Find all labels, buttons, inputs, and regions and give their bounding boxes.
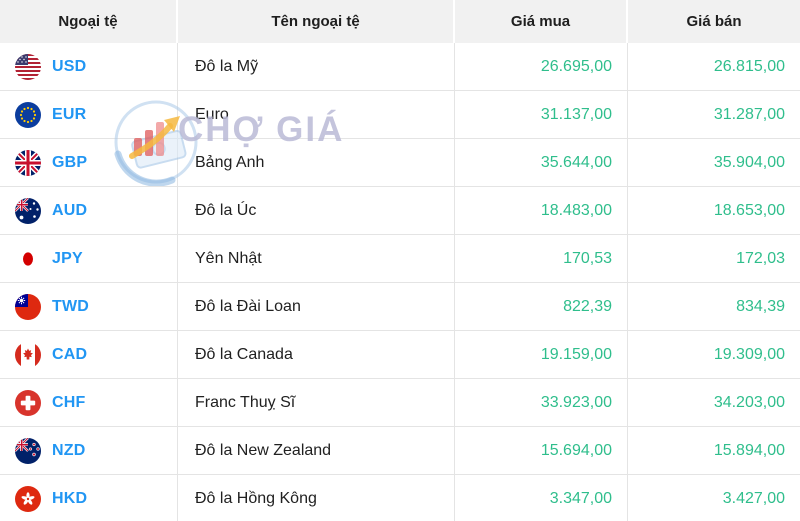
table-row-gbp: GBP Bảng Anh 35.644,00 35.904,00 — [0, 139, 800, 187]
currency-name: Đô la New Zealand — [178, 427, 455, 475]
buy-price: 19.159,00 — [455, 331, 628, 379]
currency-name: Euro — [178, 91, 455, 139]
sell-price: 19.309,00 — [628, 331, 800, 379]
column-header-name: Tên ngoại tệ — [178, 0, 455, 43]
currency-name: Đô la Mỹ — [178, 43, 455, 91]
currency-code-link-gbp[interactable]: GBP — [52, 153, 88, 171]
currency-code-link-chf[interactable]: CHF — [52, 393, 86, 411]
sell-price: 34.203,00 — [628, 379, 800, 427]
sell-price: 15.894,00 — [628, 427, 800, 475]
sell-price: 35.904,00 — [628, 139, 800, 187]
australia-flag-icon — [15, 197, 41, 224]
table-row-cad: CAD Đô la Canada 19.159,00 19.309,00 — [0, 331, 800, 379]
currency-code-link-hkd[interactable]: HKD — [52, 490, 88, 507]
uk-flag-icon — [15, 149, 41, 176]
taiwan-flag-icon — [15, 293, 41, 320]
table-row-nzd: NZD Đô la New Zealand 15.694,00 15.894,0… — [0, 427, 800, 475]
currency-code-link-jpy[interactable]: JPY — [52, 249, 83, 267]
eu-flag-icon — [15, 101, 41, 128]
column-header-buy: Giá mua — [455, 0, 628, 43]
switzerland-flag-icon — [15, 389, 41, 416]
buy-price: 3.347,00 — [455, 475, 628, 521]
table-row-eur: EUR Euro 31.137,00 31.287,00 — [0, 91, 800, 139]
buy-price: 35.644,00 — [455, 139, 628, 187]
currency-name: Đô la Hồng Kông — [178, 475, 455, 521]
sell-price: 3.427,00 — [628, 475, 800, 521]
column-header-currency: Ngoại tệ — [0, 0, 178, 43]
column-header-sell: Giá bán — [628, 0, 800, 43]
sell-price: 18.653,00 — [628, 187, 800, 235]
buy-price: 170,53 — [455, 235, 628, 283]
sell-price: 834,39 — [628, 283, 800, 331]
sell-price: 31.287,00 — [628, 91, 800, 139]
currency-code-link-cad[interactable]: CAD — [52, 345, 88, 363]
currency-name: Bảng Anh — [178, 139, 455, 187]
japan-flag-icon — [15, 245, 41, 272]
hong-kong-flag-icon — [15, 486, 41, 512]
table-header: Ngoại tệ Tên ngoại tệ Giá mua Giá bán — [0, 0, 800, 43]
canada-flag-icon — [15, 341, 41, 368]
table-row-aud: AUD Đô la Úc 18.483,00 18.653,00 — [0, 187, 800, 235]
sell-price: 26.815,00 — [628, 43, 800, 91]
new-zealand-flag-icon — [15, 437, 41, 464]
currency-name: Đô la Canada — [178, 331, 455, 379]
buy-price: 31.137,00 — [455, 91, 628, 139]
table-row-chf: CHF Franc Thuỵ Sĩ 33.923,00 34.203,00 — [0, 379, 800, 427]
currency-code-link-twd[interactable]: TWD — [52, 297, 90, 315]
currency-name: Yên Nhật — [178, 235, 455, 283]
table-row-jpy: JPY Yên Nhật 170,53 172,03 — [0, 235, 800, 283]
sell-price: 172,03 — [628, 235, 800, 283]
currency-code-link-aud[interactable]: AUD — [52, 201, 88, 219]
buy-price: 33.923,00 — [455, 379, 628, 427]
table-row-twd: TWD Đô la Đài Loan 822,39 834,39 — [0, 283, 800, 331]
buy-price: 18.483,00 — [455, 187, 628, 235]
table-row-hkd: HKD Đô la Hồng Kông 3.347,00 3.427,00 — [0, 475, 800, 521]
us-flag-icon — [15, 53, 41, 80]
buy-price: 15.694,00 — [455, 427, 628, 475]
currency-code-link-usd[interactable]: USD — [52, 57, 87, 75]
table-row-usd: USD Đô la Mỹ 26.695,00 26.815,00 — [0, 43, 800, 91]
currency-name: Đô la Úc — [178, 187, 455, 235]
buy-price: 26.695,00 — [455, 43, 628, 91]
currency-code-link-eur[interactable]: EUR — [52, 105, 87, 123]
currency-code-link-nzd[interactable]: NZD — [52, 441, 86, 459]
buy-price: 822,39 — [455, 283, 628, 331]
currency-name: Franc Thuỵ Sĩ — [178, 379, 455, 427]
currency-name: Đô la Đài Loan — [178, 283, 455, 331]
